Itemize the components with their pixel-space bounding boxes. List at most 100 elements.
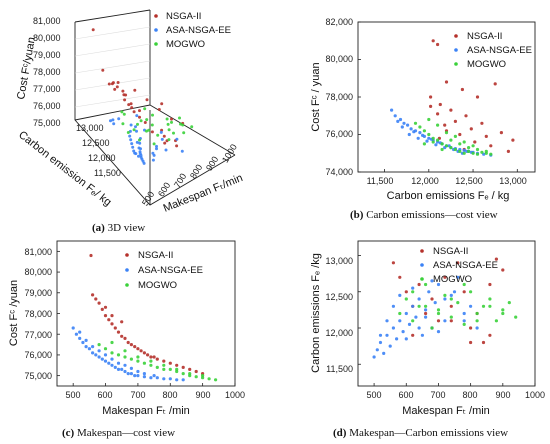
point-nsga <box>103 305 108 309</box>
point-asa <box>427 290 431 294</box>
point-mogwo <box>494 319 498 323</box>
point-asa <box>136 374 140 378</box>
point-nsga <box>188 367 192 371</box>
point-mogwo <box>475 147 480 152</box>
grid-line <box>74 94 151 108</box>
point-mogwo <box>507 301 511 305</box>
panel-a-legend: NSGA-II ASA-NSGA-EE MOGWO <box>154 11 231 50</box>
b-y-tick: 76,000 <box>325 129 353 139</box>
point-asa <box>416 136 420 140</box>
point-nsga <box>181 365 185 369</box>
point-nsga <box>146 353 150 357</box>
caption-c: (c) Makespan—cost view <box>62 427 175 439</box>
point-asa <box>94 353 98 357</box>
point-nsga <box>488 282 492 287</box>
point-mogwo <box>431 136 435 140</box>
point-mogwo <box>462 282 466 287</box>
point-asa <box>103 359 108 363</box>
d-y-label: Carbon emissions Fₑ /kg <box>310 253 322 373</box>
point-asa <box>462 311 466 316</box>
point-asa <box>427 136 431 140</box>
point-mogwo <box>453 134 457 138</box>
point-asa <box>398 117 403 122</box>
point-asa <box>424 315 428 319</box>
point-mogwo <box>172 131 175 135</box>
point-nsga <box>449 108 453 112</box>
point-mogwo <box>443 293 447 297</box>
point-mogwo <box>462 151 466 155</box>
point-asa <box>130 142 134 146</box>
b-tick-marks <box>358 21 518 173</box>
point-asa <box>406 123 410 127</box>
point-mogwo <box>162 367 166 371</box>
point-mogwo <box>97 343 101 347</box>
point-mogwo <box>424 282 428 287</box>
panel-d-legend: NSGA-II ASA-NSGA-EE MOGWO <box>420 246 498 285</box>
point-mogwo <box>440 147 444 152</box>
point-nsga <box>449 304 453 308</box>
point-nsga <box>462 290 466 294</box>
point-nsga <box>101 68 105 72</box>
point-mogwo <box>182 131 186 135</box>
point-nsga <box>429 104 433 108</box>
point-mogwo <box>453 147 457 152</box>
point-mogwo <box>449 146 453 150</box>
point-asa <box>409 127 413 131</box>
point-nsga <box>126 340 130 345</box>
point-asa <box>443 297 447 301</box>
point-nsga <box>499 131 503 135</box>
legend-label-nsga: NSGA-II <box>166 11 201 22</box>
point-asa <box>391 326 395 330</box>
point-nsga <box>138 109 141 113</box>
point-mogwo <box>411 319 415 323</box>
point-asa <box>425 139 429 143</box>
c-y-tick: 80,000 <box>24 267 52 277</box>
point-mogwo <box>129 357 133 361</box>
point-asa <box>135 140 139 144</box>
point-nsga <box>160 102 164 106</box>
point-asa <box>129 138 133 142</box>
point-mogwo <box>471 151 475 155</box>
point-mogwo <box>188 372 192 376</box>
point-nsga <box>143 121 147 124</box>
point-mogwo <box>514 315 518 319</box>
panel-c-legend: NSGA-II ASA-NSGA-EE MOGWO <box>125 250 203 291</box>
point-mogwo <box>150 123 154 127</box>
point-asa <box>103 353 108 357</box>
point-mogwo <box>489 152 493 156</box>
point-nsga <box>460 87 464 92</box>
point-mogwo <box>436 308 441 312</box>
point-asa <box>110 357 114 361</box>
panel-a-points <box>91 28 194 165</box>
point-asa <box>142 372 146 376</box>
point-nsga <box>443 275 447 279</box>
point-mogwo <box>422 142 426 146</box>
point-mogwo <box>488 297 492 301</box>
legend-label-nsga: NSGA-II <box>433 246 468 257</box>
point-mogwo <box>165 117 169 121</box>
point-nsga <box>116 330 121 334</box>
point-asa <box>452 290 457 294</box>
point-asa <box>398 319 402 323</box>
point-asa <box>84 345 88 349</box>
point-nsga <box>94 297 98 301</box>
point-nsga <box>113 326 117 330</box>
point-nsga <box>162 134 166 138</box>
point-mogwo <box>427 132 431 137</box>
point-nsga <box>110 82 114 86</box>
point-mogwo <box>458 149 462 153</box>
point-asa <box>393 114 397 118</box>
c-x-tick: 600 <box>97 390 112 400</box>
d-x-label: Makespan Fₜ /min <box>402 405 490 417</box>
point-nsga <box>398 275 402 279</box>
point-mogwo <box>411 290 415 294</box>
point-mogwo <box>142 361 146 365</box>
point-nsga <box>436 319 441 323</box>
point-mogwo <box>488 304 492 308</box>
point-asa <box>469 304 473 308</box>
point-asa <box>378 333 383 337</box>
point-mogwo <box>170 120 173 124</box>
point-asa <box>443 319 447 323</box>
legend-label-mogwo: MOGWO <box>433 274 472 285</box>
legend-marker-nsga <box>125 253 129 257</box>
